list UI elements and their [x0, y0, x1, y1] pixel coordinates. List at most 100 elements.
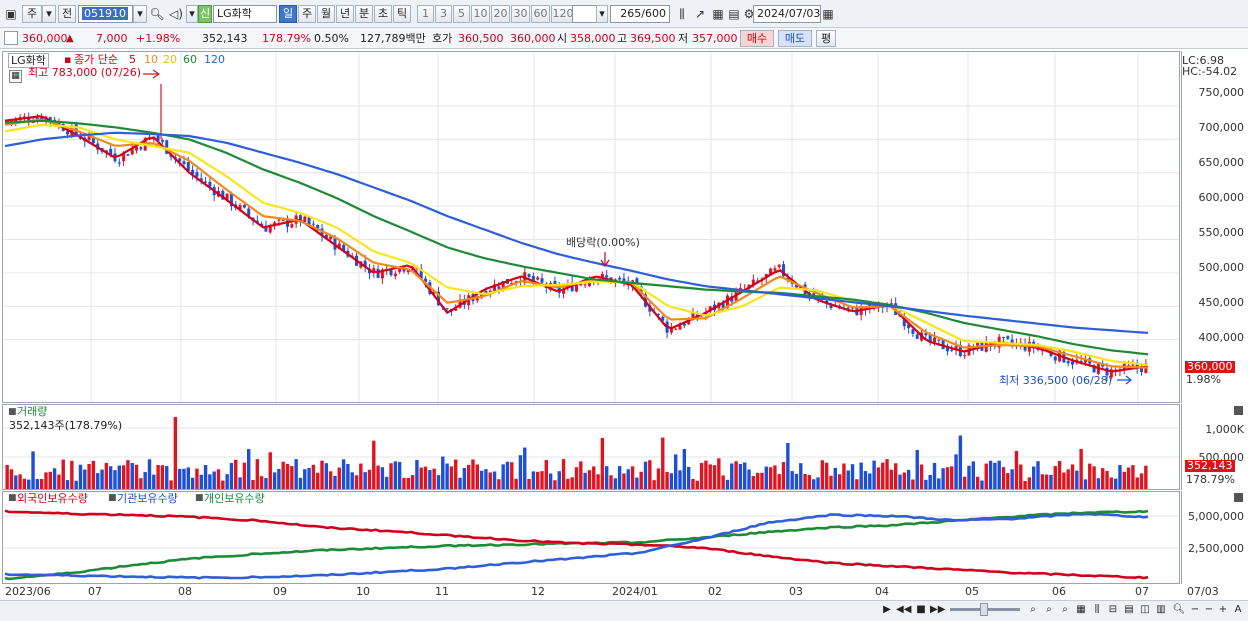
minute-button-10[interactable]: 10 — [471, 5, 490, 23]
gear-icon[interactable]: ⚙ — [743, 7, 755, 21]
volume-bar — [656, 468, 661, 489]
date-field[interactable]: 2024/07/03 — [753, 5, 821, 23]
scroll-thumb[interactable] — [980, 603, 988, 616]
fit-icon[interactable]: ⊟ — [1108, 604, 1118, 615]
volume-bar — [1083, 479, 1088, 489]
code-dropdown-icon[interactable]: ▾ — [133, 5, 147, 23]
speaker-icon[interactable]: ◁) — [169, 7, 183, 21]
stock-name-field[interactable]: LG화학 — [213, 5, 277, 23]
volume-bar — [436, 475, 441, 489]
tick-dropdown-icon[interactable]: ▾ — [596, 5, 608, 23]
candle-body — [751, 279, 755, 286]
zoom-in-icon[interactable]: ⌕ — [1062, 604, 1068, 615]
candle-body — [587, 280, 591, 287]
volume-bar — [980, 480, 984, 489]
magnifier-icon[interactable]: 🔍︎ — [1172, 604, 1186, 615]
info-toggle-icon[interactable] — [4, 31, 18, 45]
price-tick-550000: 550,000 — [1198, 226, 1245, 239]
minute-button-30[interactable]: 30 — [511, 5, 530, 23]
minute-button-1[interactable]: 1 — [417, 5, 434, 23]
fast-forward-icon[interactable]: ▶▶ — [930, 604, 946, 615]
volume-bar — [617, 466, 622, 489]
chevron-down-icon[interactable]: ▾ — [42, 5, 56, 23]
volume-bar — [652, 480, 656, 489]
price-chart[interactable] — [3, 52, 1179, 402]
minute-button-60[interactable]: 60 — [531, 5, 550, 23]
candle-body — [721, 303, 725, 309]
save-icon[interactable]: ▤ — [728, 7, 740, 21]
candle-body — [907, 324, 911, 329]
minute-button-20[interactable]: 20 — [491, 5, 510, 23]
candle-body — [208, 181, 212, 187]
volume-bar — [87, 463, 91, 489]
ma-line-60 — [4, 119, 1149, 356]
stock-code-input[interactable]: 051910 — [78, 5, 133, 23]
flat-button[interactable]: 평 — [816, 30, 836, 47]
period-button-0[interactable]: 일 — [279, 5, 297, 23]
period-button-4[interactable]: 분 — [355, 5, 373, 23]
calculator-icon[interactable]: ▦ — [9, 70, 22, 83]
period-button-2[interactable]: 월 — [317, 5, 335, 23]
x-label-03: 03 — [789, 585, 803, 598]
play-icon[interactable]: ▶ — [883, 604, 891, 615]
candle-body — [307, 216, 311, 225]
period-button-3[interactable]: 년 — [336, 5, 354, 23]
minute-button-3[interactable]: 3 — [435, 5, 452, 23]
high-label: 고 — [617, 32, 628, 45]
volume-bar — [354, 475, 359, 489]
candle-body — [902, 316, 906, 327]
candle-body — [794, 284, 798, 288]
candle-type-icon[interactable]: ⫼ — [679, 7, 685, 21]
buy-button[interactable]: 매수 — [740, 30, 774, 47]
zoom-icon[interactable]: ⌕ — [1030, 604, 1036, 615]
minute-button-5[interactable]: 5 — [453, 5, 470, 23]
volume-bar — [165, 466, 169, 489]
rewind-icon[interactable]: ◀◀ — [896, 604, 912, 615]
volume-close-icon[interactable] — [1234, 406, 1243, 415]
volume-chart[interactable] — [3, 405, 1179, 489]
candle-body — [941, 339, 945, 350]
candle-body — [104, 150, 108, 152]
zoom-out-icon[interactable]: ⌕ — [1046, 604, 1052, 615]
minus-icon[interactable]: − — [1190, 604, 1200, 615]
volume-bar — [997, 460, 1001, 489]
volume-bar — [1113, 478, 1118, 489]
volume-bar — [794, 473, 799, 489]
stop-icon[interactable]: ■ — [916, 604, 926, 615]
calendar-icon[interactable]: ▦ — [822, 7, 834, 21]
list-icon[interactable]: ▥ — [1156, 604, 1166, 615]
font-size-icon[interactable]: A — [1234, 604, 1242, 615]
speaker-dropdown-icon[interactable]: ▾ — [186, 5, 198, 23]
count-field[interactable]: 265/600 — [610, 5, 670, 23]
holdings-chart[interactable] — [3, 492, 1179, 583]
period-button-6[interactable]: 틱 — [393, 5, 411, 23]
volume-bar — [630, 466, 635, 489]
x-label-09: 09 — [273, 585, 287, 598]
draw-tool-icon[interactable]: ↗ — [694, 7, 706, 21]
period-button-1[interactable]: 주 — [298, 5, 316, 23]
dash-icon[interactable]: − — [1204, 604, 1214, 615]
candle-body — [419, 268, 423, 279]
search-icon[interactable]: 🔍︎ — [149, 7, 165, 21]
candle-body — [66, 131, 70, 135]
candle-body — [402, 268, 406, 272]
chart-icon[interactable]: ▤ — [1124, 604, 1134, 615]
candle-body — [290, 224, 294, 228]
holdings-close-icon[interactable] — [1234, 493, 1243, 502]
plus-icon[interactable]: + — [1218, 604, 1228, 615]
window-icon[interactable]: ▣ — [5, 7, 17, 21]
candle-body — [1109, 369, 1113, 378]
volume-bar — [1001, 467, 1006, 489]
volume-bar — [259, 476, 264, 489]
window-split-icon[interactable]: ◫ — [1140, 604, 1150, 615]
layout-icon[interactable]: ▦ — [1076, 604, 1086, 615]
period-button-5[interactable]: 초 — [374, 5, 392, 23]
mode-button[interactable]: 전 — [58, 5, 76, 23]
sell-button[interactable]: 매도 — [778, 30, 812, 47]
minute-button-120[interactable]: 120 — [551, 5, 575, 23]
candle-body — [756, 280, 760, 282]
volume-bar — [596, 474, 600, 489]
candles-icon[interactable]: ⫼ — [1094, 604, 1100, 615]
period-type-button[interactable]: 주 — [22, 5, 42, 23]
grid-icon[interactable]: ▦ — [712, 7, 724, 21]
